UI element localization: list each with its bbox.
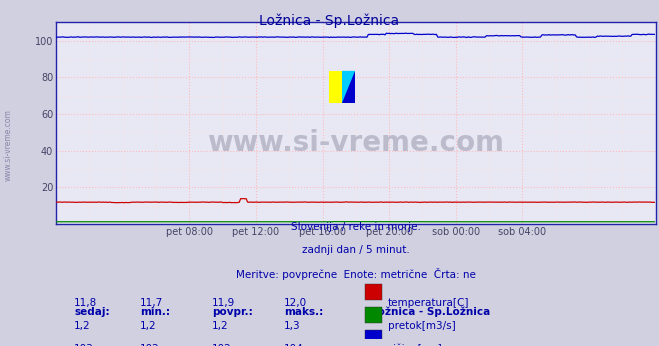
Text: 1,3: 1,3 [284, 321, 301, 331]
Text: Meritve: povprečne  Enote: metrične  Črta: ne: Meritve: povprečne Enote: metrične Črta:… [236, 268, 476, 280]
Polygon shape [342, 71, 355, 84]
Text: 102: 102 [140, 344, 159, 346]
Text: maks.:: maks.: [284, 307, 323, 317]
Text: 103: 103 [74, 344, 94, 346]
Text: povpr.:: povpr.: [212, 307, 252, 317]
Text: Slovenija / reke in morje.: Slovenija / reke in morje. [291, 222, 421, 232]
Text: višina[cm]: višina[cm] [387, 344, 442, 346]
Text: 12,0: 12,0 [284, 298, 307, 308]
Bar [365, 330, 382, 346]
Text: Ložnica - Sp.Ložnica: Ložnica - Sp.Ložnica [371, 307, 490, 317]
Text: 11,8: 11,8 [74, 298, 98, 308]
Text: sedaj:: sedaj: [74, 307, 109, 317]
Text: zadnji dan / 5 minut.: zadnji dan / 5 minut. [302, 245, 410, 255]
Text: pretok[m3/s]: pretok[m3/s] [387, 321, 455, 331]
Text: 11,9: 11,9 [212, 298, 235, 308]
Text: Ložnica - Sp.Ložnica: Ložnica - Sp.Ložnica [260, 13, 399, 28]
Bar [329, 71, 342, 103]
Bar [365, 284, 382, 300]
Text: temperatura[C]: temperatura[C] [387, 298, 469, 308]
Text: 104: 104 [284, 344, 304, 346]
Text: 102: 102 [212, 344, 232, 346]
Text: 1,2: 1,2 [140, 321, 157, 331]
Text: www.si-vreme.com: www.si-vreme.com [4, 109, 13, 181]
Text: min.:: min.: [140, 307, 170, 317]
Bar [342, 71, 355, 103]
Text: 1,2: 1,2 [74, 321, 91, 331]
Text: 1,2: 1,2 [212, 321, 229, 331]
Polygon shape [342, 71, 355, 103]
Text: 11,7: 11,7 [140, 298, 163, 308]
Text: www.si-vreme.com: www.si-vreme.com [208, 129, 504, 157]
Bar [365, 307, 382, 323]
